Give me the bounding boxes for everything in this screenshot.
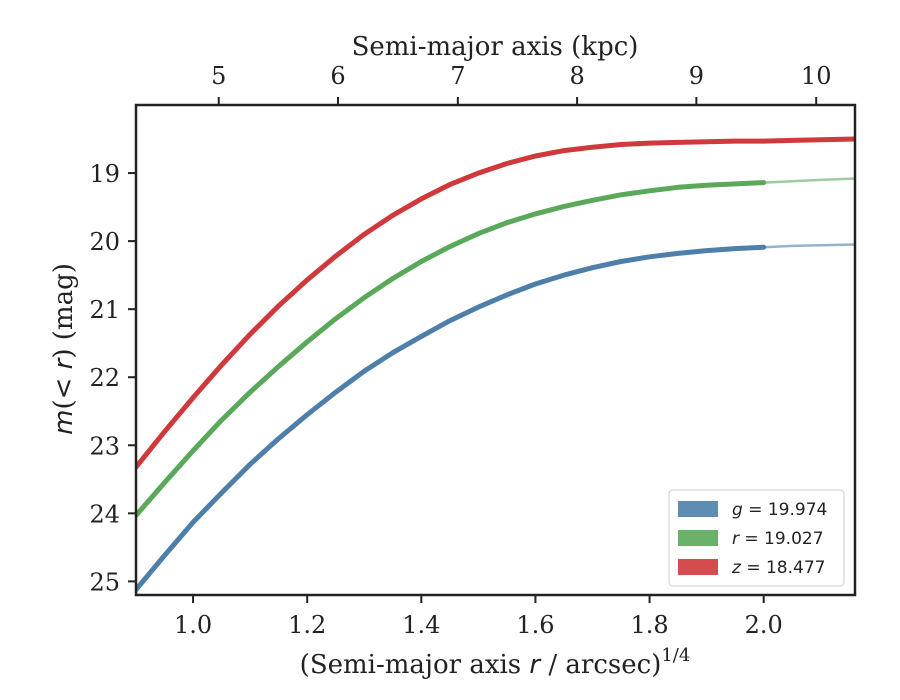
series-g-line — [136, 244, 767, 593]
series-g-extension — [762, 243, 855, 249]
y-axis-title-r: r — [49, 356, 79, 369]
top-axis-title: Semi-major axis (kpc) — [352, 32, 639, 62]
x-tick-label: 2.0 — [745, 611, 783, 639]
axis-ticks: 1.0 1.2 1.4 1.6 1.8 2.0 19 20 21 22 23 24 25 5 6 7 8 9 10 — [89, 62, 831, 639]
x-axis-title-var: r — [529, 650, 542, 680]
legend-band-g: g — [732, 500, 743, 520]
legend-label-g: g = 19.974 — [732, 500, 827, 520]
legend-value-r: = 19.027 — [739, 529, 824, 549]
legend-swatch-r — [678, 530, 718, 546]
legend-band-r: r — [732, 529, 740, 549]
legend-band-z: z — [731, 558, 742, 578]
top-tick-label: 10 — [801, 62, 832, 90]
y-axis-title-unit: (mag) — [49, 263, 79, 348]
y-tick-label: 25 — [89, 568, 120, 596]
series-z-line — [136, 136, 855, 470]
plot-area — [136, 136, 855, 593]
x-tick-label: 1.4 — [402, 611, 440, 639]
y-tick-label: 21 — [89, 296, 120, 324]
legend-value-z: = 18.477 — [741, 558, 826, 578]
y-axis-title-close: ) — [49, 348, 79, 358]
x-tick-label: 1.6 — [516, 611, 554, 639]
x-axis-title-text: (Semi-major axis — [300, 650, 521, 680]
top-tick-label: 6 — [330, 62, 345, 90]
legend-label-r: r = 19.027 — [732, 529, 824, 549]
y-axis-title-lt: < — [49, 378, 79, 400]
y-tick-label: 23 — [89, 432, 120, 460]
y-axis-title: m(< r) (mag) — [49, 263, 79, 435]
top-tick-label: 7 — [450, 62, 465, 90]
legend-swatch-g — [678, 501, 718, 517]
x-axis-title: (Semi-major axis r / arcsec)1/4 — [300, 645, 691, 680]
x-tick-label: 1.2 — [288, 611, 326, 639]
x-axis-title-unit: / arcsec) — [540, 650, 661, 680]
top-tick-label: 8 — [569, 62, 584, 90]
y-tick-label: 24 — [89, 500, 120, 528]
legend-swatch-z — [678, 559, 718, 575]
legend-value-g: = 19.974 — [743, 500, 828, 520]
y-tick-label: 19 — [89, 160, 120, 188]
top-tick-label: 9 — [689, 62, 704, 90]
y-tick-label: 22 — [89, 364, 120, 392]
x-tick-label: 1.8 — [630, 611, 668, 639]
legend-label-z: z = 18.477 — [731, 558, 825, 578]
series-r-line — [136, 180, 767, 518]
x-tick-label: 1.0 — [174, 611, 212, 639]
y-axis-title-var: m — [49, 410, 79, 435]
y-axis-title-open: ( — [49, 399, 79, 409]
y-tick-label: 20 — [89, 228, 120, 256]
top-tick-label: 5 — [211, 62, 226, 90]
plot-frame — [134, 103, 857, 597]
series-r-extension — [762, 177, 855, 184]
x-axis-title-exp: 1/4 — [661, 645, 690, 666]
